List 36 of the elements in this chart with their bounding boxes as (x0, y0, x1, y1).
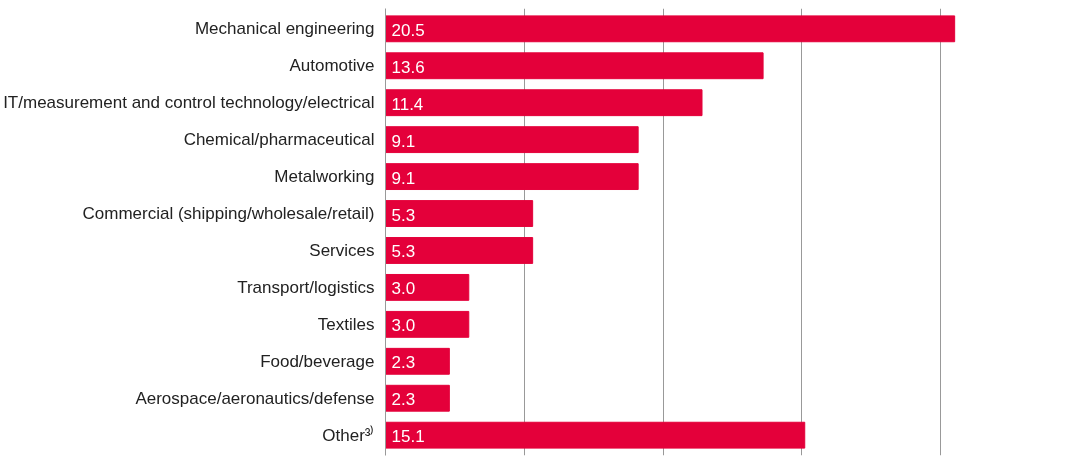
bar (385, 384, 450, 412)
y-tick-label: Chemical/pharmaceutical (183, 130, 375, 150)
y-tick-label: Other³⁾ (322, 424, 375, 445)
bar (385, 163, 639, 191)
y-tick-label: Food/beverage (260, 351, 375, 371)
y-tick-label: Transport/logistics (237, 277, 375, 297)
bar (385, 237, 534, 264)
bar (385, 15, 956, 43)
bar (385, 89, 703, 117)
data-label: 9.1 (391, 131, 416, 151)
y-tick-label: Automotive (289, 56, 375, 76)
data-label: 2.3 (391, 390, 416, 410)
y-tick-label: IT/measurement and control technology/electrical (3, 93, 375, 113)
data-label: 20.5 (391, 20, 425, 40)
data-label: 5.3 (391, 242, 416, 262)
y-tick-label: Metalworking (274, 167, 375, 187)
data-label: 15.1 (391, 427, 425, 447)
y-tick-label: Commercial (shipping/wholesale/retail) (82, 204, 375, 224)
data-label: 11.4 (391, 94, 424, 114)
data-label: 2.3 (391, 353, 416, 373)
bar (385, 273, 470, 301)
y-tick-label: Aerospace/aeronautics/defense (135, 388, 375, 408)
data-label: 5.3 (391, 205, 416, 225)
data-label: 13.6 (391, 57, 425, 77)
y-tick-label: Services (309, 240, 375, 260)
data-label: 3.0 (391, 316, 416, 336)
bar (385, 310, 470, 338)
bar (385, 347, 450, 375)
bar (385, 126, 639, 154)
bar (385, 421, 806, 449)
bar (385, 200, 534, 227)
y-tick-label: Textiles (317, 314, 375, 334)
y-tick-label: Mechanical engineering (194, 19, 375, 39)
data-label: 9.1 (391, 168, 416, 188)
data-label: 3.0 (391, 279, 416, 299)
bar (385, 52, 764, 80)
